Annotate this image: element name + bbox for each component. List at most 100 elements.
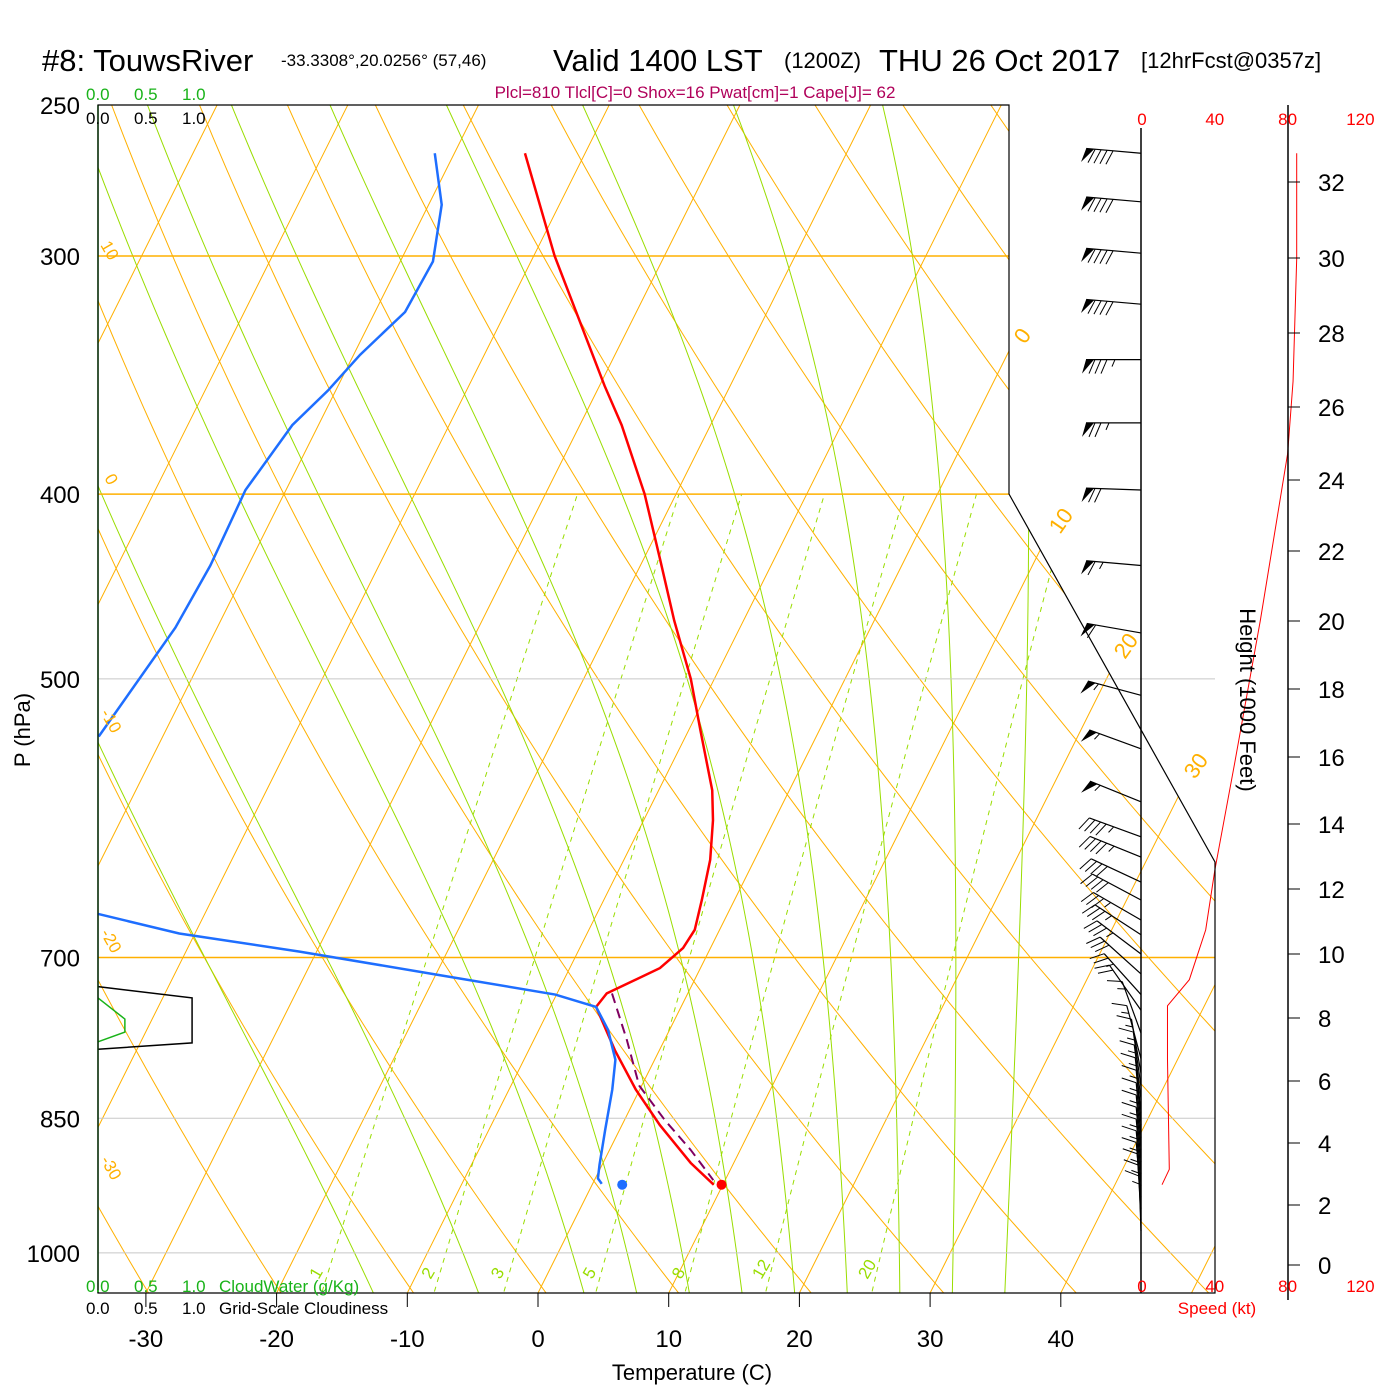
speed-tick-label: 40	[1205, 1277, 1224, 1296]
mixing-ratio-line	[500, 494, 743, 1293]
barb-half	[1129, 1124, 1138, 1128]
barb-full	[1088, 422, 1096, 438]
dry-adiabat	[185, 105, 952, 1293]
barb-full	[1086, 936, 1101, 944]
temperature-tick-label: -20	[259, 1326, 294, 1353]
mixing-ratio-line	[431, 494, 680, 1293]
cloudiness-tick-label: 1.0	[182, 109, 206, 128]
barb-staff	[1103, 953, 1142, 995]
mixing-ratio-label: 8	[668, 1264, 689, 1282]
adiabat-label: -30	[97, 1153, 126, 1184]
speed-tick-label: 80	[1278, 110, 1297, 129]
surface-dewpoint-dot	[617, 1179, 628, 1190]
barb-full	[1089, 821, 1101, 834]
wind-barb	[1079, 858, 1142, 883]
plot-frame	[97, 104, 1289, 1300]
height-tick-label: 30	[1318, 246, 1345, 273]
barb-full	[1111, 1002, 1127, 1007]
height-tick-label: 4	[1318, 1131, 1331, 1158]
dry-adiabat	[0, 71, 20, 1301]
speed-tick-label: 40	[1205, 110, 1224, 129]
station-title: #8: TouwsRiver	[42, 43, 253, 78]
wind-barb	[1116, 1015, 1142, 1074]
height-tick-label: 14	[1318, 812, 1345, 839]
barb-staff	[1093, 891, 1142, 921]
barb-full	[1087, 149, 1096, 163]
barb-full	[1086, 895, 1099, 906]
barb-full	[1120, 1052, 1136, 1059]
isotherm-label: 10	[1044, 503, 1079, 537]
height-tick-label: 26	[1318, 395, 1345, 422]
moist-adiabat	[430, 105, 796, 1293]
barb-full	[1095, 866, 1108, 877]
mixing-ratio-label: 2	[418, 1264, 439, 1282]
barb-full	[1080, 892, 1094, 903]
height-axis-label: Height (1000 Feet)	[1235, 608, 1260, 791]
pressure-tick-label: 500	[40, 667, 80, 694]
barb-staff	[1086, 247, 1142, 254]
barb-staff	[1135, 1107, 1142, 1162]
barb-full	[1100, 359, 1108, 374]
barb-full	[1093, 249, 1102, 264]
height-tick-label: 32	[1318, 170, 1345, 197]
barb-full	[1121, 1113, 1137, 1120]
barb-pennant	[1081, 248, 1095, 263]
valid-date: THU 26 Oct 2017	[879, 43, 1120, 78]
barb-pennant	[1080, 623, 1095, 637]
barb-full	[1121, 1077, 1137, 1084]
cloudwater-tick-label: 0.0	[86, 1277, 110, 1296]
temperature-tick-label: -10	[390, 1326, 425, 1353]
height-tick-label: 18	[1318, 677, 1345, 704]
barb-half	[1129, 1087, 1138, 1092]
isobars	[98, 255, 1215, 1254]
speed-axis-label: Speed (kt)	[1178, 1299, 1256, 1318]
barb-staff	[1135, 1082, 1142, 1138]
speed-tick-label: 0	[1137, 110, 1146, 129]
barb-staff	[1089, 817, 1142, 838]
barb-half	[1104, 902, 1111, 908]
wind-barb	[1118, 1027, 1142, 1087]
barb-full	[1094, 359, 1102, 374]
barb-pennant	[1080, 681, 1096, 694]
barb-half	[1132, 1180, 1140, 1185]
moist-adiabat	[719, 105, 901, 1293]
height-tick-label: 16	[1318, 745, 1345, 772]
wind-barb	[1080, 680, 1142, 696]
wind-barb	[1080, 873, 1142, 901]
barb-full	[1095, 944, 1110, 952]
stability-indices: Plcl=810 Tlcl[C]=0 Shox=16 Pwat[cm]=1 Ca…	[495, 83, 896, 102]
height-tick-label: 22	[1318, 539, 1345, 566]
dewpoint-line-upper	[97, 153, 443, 738]
wind-barb	[1082, 422, 1141, 438]
barb-full	[1121, 1101, 1137, 1108]
barb-full	[1078, 817, 1090, 830]
dry-adiabat	[98, 105, 686, 1293]
isotherm	[98, 105, 235, 1293]
barb-staff	[1134, 1057, 1142, 1113]
cloudiness-axis-label: Grid-Scale Cloudiness	[219, 1299, 388, 1318]
barb-full	[1116, 1015, 1132, 1020]
barb-half	[1099, 561, 1104, 570]
barb-full	[1099, 301, 1108, 315]
barb-staff	[1086, 487, 1142, 491]
barb-full	[1093, 300, 1102, 315]
barb-pennant	[1082, 359, 1094, 374]
wind-barb	[1121, 1077, 1142, 1138]
y-axis-label: P (hPa)	[10, 693, 35, 767]
barb-half	[1129, 1112, 1138, 1116]
barb-full	[1090, 879, 1104, 890]
temperature-tick-label: 30	[917, 1326, 944, 1353]
height-tick-label: 8	[1318, 1006, 1331, 1033]
cloudiness-tick-label: 0.0	[86, 1299, 110, 1318]
barb-full	[1124, 1170, 1140, 1177]
temperature-tick-label: 10	[655, 1326, 682, 1353]
barb-full	[1105, 250, 1114, 265]
wind-barb	[1081, 196, 1142, 214]
moist-adiabat	[873, 105, 957, 1293]
station-coords: -33.3308°,20.0256° (57,46)	[281, 51, 486, 70]
moist-adiabat	[566, 105, 849, 1293]
barb-staff	[1090, 858, 1142, 883]
barb-full	[1096, 882, 1109, 893]
dry-adiabat	[706, 105, 1215, 1293]
